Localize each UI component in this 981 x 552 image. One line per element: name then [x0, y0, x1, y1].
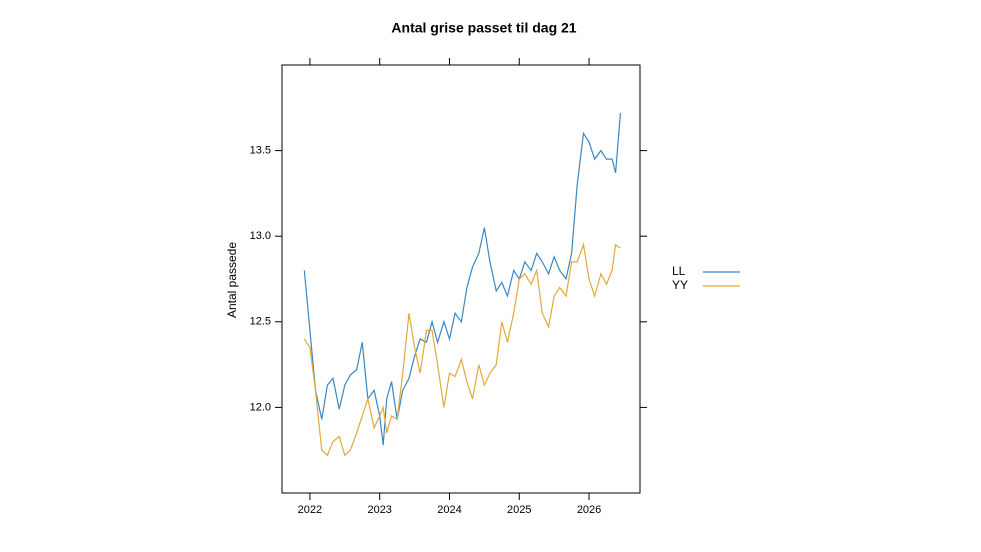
- series-line: [303, 242, 621, 457]
- y-tick-label: 12.5: [250, 316, 271, 328]
- x-tick-label: 2022: [298, 504, 322, 516]
- chart-title: Antal grise passet til dag 21: [391, 20, 576, 36]
- legend-label: YY: [672, 278, 688, 292]
- series-line: [303, 112, 622, 446]
- legend-label: LL: [672, 264, 686, 278]
- y-tick-label: 13.0: [250, 230, 271, 242]
- y-axis-label: Antal passede: [225, 242, 239, 318]
- plot-frame: [281, 64, 641, 494]
- x-tick-label: 2025: [507, 504, 531, 516]
- x-tick-label: 2024: [437, 504, 461, 516]
- y-tick-label: 13.5: [250, 145, 271, 157]
- x-tick-label: 2026: [577, 504, 601, 516]
- y-tick-label: 12.0: [250, 401, 271, 413]
- x-tick-label: 2023: [367, 504, 391, 516]
